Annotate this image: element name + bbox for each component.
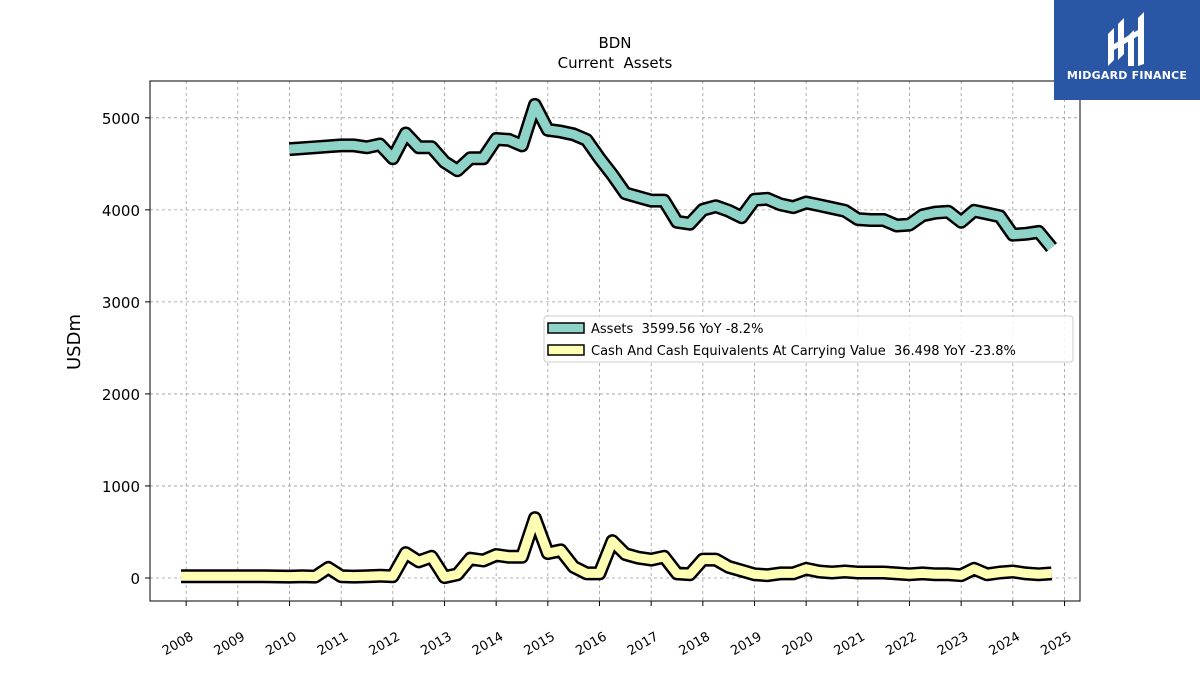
legend-label-assets: Assets 3599.56 YoY -8.2% bbox=[591, 322, 763, 337]
y-tick-label: 2000 bbox=[102, 386, 140, 404]
legend-swatch-cash bbox=[547, 344, 585, 356]
y-tick-label: 3000 bbox=[102, 294, 140, 312]
x-tick-label: 2019 bbox=[728, 629, 764, 659]
y-tick-label: 1000 bbox=[102, 478, 140, 496]
legend: Assets 3599.56 YoY -8.2% Cash And Cash E… bbox=[543, 315, 1074, 363]
x-axis-ticks: 2008 2009 2010 2011 2012 2013 2014 2015 2016 2017… bbox=[160, 601, 1075, 659]
y-axis-label: USDm bbox=[64, 314, 85, 370]
x-tick-label: 2017 bbox=[625, 629, 661, 659]
logo-text: MIDGARD FINANCE bbox=[1066, 69, 1188, 82]
chart-subtitle: Current Assets bbox=[558, 54, 673, 72]
assets-line bbox=[289, 100, 1056, 251]
x-tick-label: 2021 bbox=[832, 629, 868, 659]
x-tick-label: 2020 bbox=[780, 629, 816, 659]
chart-title: BDN bbox=[598, 34, 631, 52]
logo-mark-icon bbox=[1108, 12, 1144, 66]
x-tick-label: 2015 bbox=[522, 629, 558, 659]
x-tick-label: 2014 bbox=[470, 629, 506, 659]
y-tick-label: 5000 bbox=[102, 110, 140, 128]
series-lines bbox=[181, 97, 1058, 585]
legend-swatch-assets bbox=[547, 322, 585, 334]
x-tick-label: 2025 bbox=[1038, 629, 1074, 659]
x-tick-label: 2016 bbox=[573, 629, 609, 659]
y-tick-label: 4000 bbox=[102, 202, 140, 220]
y-axis-ticks: 0 1000 2000 3000 4000 5000 bbox=[102, 110, 150, 588]
x-tick-label: 2008 bbox=[160, 629, 196, 659]
x-tick-label: 2011 bbox=[315, 629, 351, 659]
x-tick-label: 2022 bbox=[883, 629, 919, 659]
x-tick-label: 2018 bbox=[677, 629, 713, 659]
x-tick-label: 2012 bbox=[367, 629, 403, 659]
x-tick-label: 2013 bbox=[418, 629, 454, 659]
assets-line-outline bbox=[289, 97, 1058, 253]
legend-label-cash: Cash And Cash Equivalents At Carrying Va… bbox=[591, 344, 1016, 359]
y-tick-label: 0 bbox=[130, 570, 140, 588]
legend-box bbox=[543, 315, 1074, 363]
x-tick-label: 2023 bbox=[935, 629, 971, 659]
plot-frame bbox=[149, 80, 1081, 602]
x-tick-label: 2024 bbox=[987, 629, 1023, 659]
x-tick-label: 2010 bbox=[263, 629, 299, 659]
x-tick-label: 2009 bbox=[212, 629, 248, 659]
cash-line bbox=[181, 513, 1052, 582]
midgard-finance-logo: MIDGARD FINANCE bbox=[1054, 0, 1200, 100]
